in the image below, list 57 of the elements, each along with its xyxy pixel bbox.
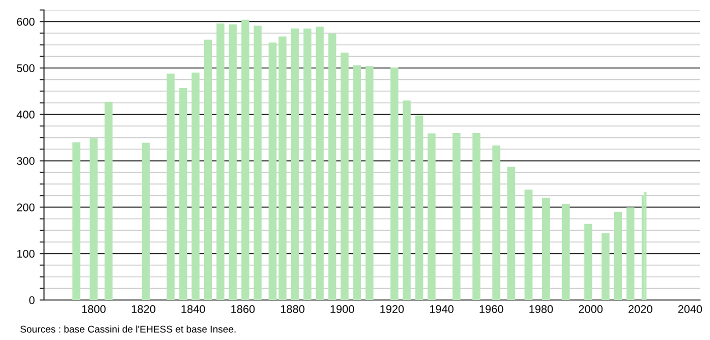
bar bbox=[390, 68, 398, 300]
x-tick-label: 2020 bbox=[628, 305, 652, 314]
bar bbox=[366, 66, 374, 300]
bar bbox=[584, 224, 592, 300]
bar bbox=[290, 28, 299, 300]
x-tick-label: 1960 bbox=[480, 305, 504, 314]
bar bbox=[626, 207, 634, 300]
bar bbox=[602, 233, 610, 300]
bar bbox=[278, 36, 287, 300]
bar bbox=[402, 100, 411, 300]
bar bbox=[542, 198, 550, 300]
x-tick-label: 1940 bbox=[430, 305, 454, 314]
bar bbox=[241, 20, 250, 300]
bar bbox=[328, 34, 336, 300]
x-tick-label: 2040 bbox=[678, 305, 702, 314]
y-tick-label: 400 bbox=[16, 110, 35, 119]
y-tick-label: 100 bbox=[17, 250, 35, 258]
x-tick-label: 1860 bbox=[231, 305, 255, 314]
bar bbox=[204, 40, 212, 300]
bar bbox=[90, 138, 98, 300]
y-tick-label: 200 bbox=[16, 203, 35, 212]
y-tick-label: 0 bbox=[29, 296, 35, 304]
y-tick-label: 600 bbox=[17, 18, 35, 26]
bar bbox=[192, 72, 200, 300]
x-tick-label: 1880 bbox=[280, 305, 304, 314]
bar bbox=[524, 190, 533, 300]
bar bbox=[104, 102, 113, 300]
bar bbox=[428, 133, 436, 300]
x-tick-label: 1840 bbox=[182, 305, 206, 314]
y-tick-label: 500 bbox=[16, 64, 35, 72]
bar bbox=[415, 115, 424, 300]
bar bbox=[472, 132, 480, 300]
bar bbox=[303, 28, 312, 300]
source-note: Sources : base Cassini de l'EHESS et base Insee. bbox=[20, 325, 236, 333]
y-tick-label: 300 bbox=[16, 157, 35, 165]
bar bbox=[614, 212, 622, 300]
bar bbox=[507, 166, 516, 300]
bar bbox=[179, 88, 188, 300]
bar bbox=[353, 65, 362, 300]
bar bbox=[316, 26, 324, 300]
bar bbox=[166, 74, 175, 300]
bar bbox=[228, 24, 237, 300]
bar bbox=[452, 132, 460, 300]
bar bbox=[72, 142, 80, 300]
x-tick-label: 1800 bbox=[82, 305, 106, 314]
x-tick-label: 1920 bbox=[380, 305, 404, 314]
bar bbox=[216, 23, 224, 300]
bar bbox=[340, 52, 349, 300]
x-tick-label: 1820 bbox=[132, 305, 156, 314]
bar bbox=[562, 204, 570, 300]
bar bbox=[254, 26, 262, 300]
x-tick-label: 2000 bbox=[578, 305, 603, 314]
bar bbox=[142, 142, 150, 300]
x-tick-label: 1980 bbox=[529, 305, 553, 314]
bar bbox=[268, 42, 277, 300]
bar bbox=[492, 145, 500, 300]
x-tick-label: 1900 bbox=[330, 305, 354, 314]
